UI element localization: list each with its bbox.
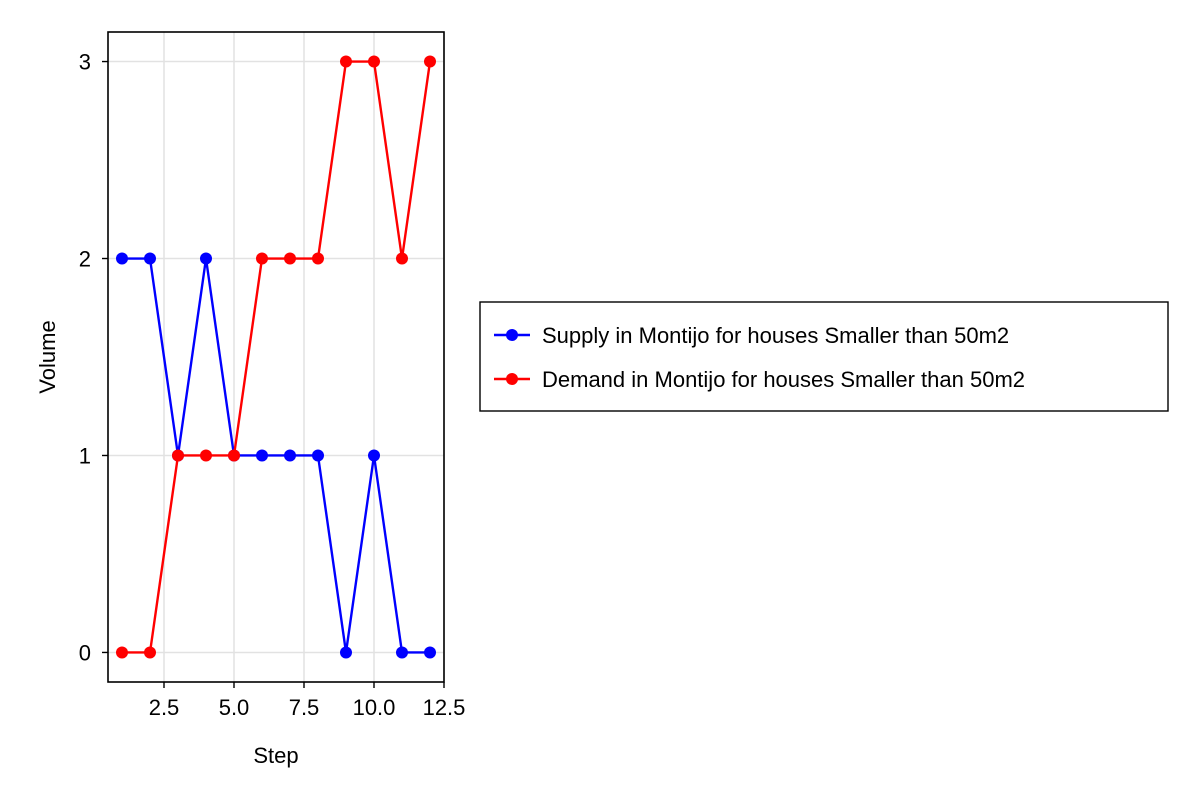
x-tick-label: 5.0 — [219, 695, 250, 720]
y-tick-label: 2 — [79, 247, 91, 272]
axis-ticks: 2.5 5.0 7.5 10.0 12.5 0 1 2 3 — [79, 50, 466, 720]
series-group — [116, 55, 436, 659]
data-point-demand — [368, 55, 380, 68]
data-point-demand — [144, 646, 156, 659]
series-line-supply — [122, 257, 430, 654]
data-point-demand — [172, 449, 184, 462]
data-point-demand — [340, 55, 352, 68]
x-tick-label: 7.5 — [289, 695, 320, 720]
data-point-demand — [312, 252, 324, 265]
y-tick-label: 0 — [79, 640, 91, 665]
legend-marker-supply — [506, 329, 518, 341]
data-point-supply — [368, 449, 380, 462]
grid — [108, 32, 445, 682]
plot-area — [107, 31, 445, 683]
data-point-supply — [256, 449, 268, 462]
data-point-demand — [116, 646, 128, 659]
y-axis-title: Volume — [35, 320, 60, 393]
legend-marker-demand — [506, 373, 518, 385]
series-demand — [116, 55, 436, 659]
x-tick-label: 2.5 — [149, 695, 180, 720]
y-tick-label: 3 — [79, 50, 91, 75]
series-line-demand — [122, 60, 432, 654]
data-point-supply — [424, 646, 436, 659]
x-tick-label: 10.0 — [353, 695, 396, 720]
data-point-supply — [284, 449, 296, 462]
data-point-supply — [144, 252, 156, 265]
data-point-demand — [424, 55, 436, 68]
data-point-supply — [312, 449, 324, 462]
data-point-demand — [284, 252, 296, 265]
legend: Supply in Montijo for houses Smaller tha… — [479, 301, 1169, 412]
data-point-supply — [340, 646, 352, 659]
data-point-supply — [200, 252, 212, 265]
data-point-demand — [228, 449, 240, 462]
data-point-supply — [116, 252, 128, 265]
y-tick-label: 1 — [79, 443, 91, 468]
legend-label-demand: Demand in Montijo for houses Smaller tha… — [542, 367, 1025, 392]
data-point-demand — [256, 252, 268, 265]
data-point-demand — [200, 449, 212, 462]
legend-label-supply: Supply in Montijo for houses Smaller tha… — [542, 323, 1009, 348]
data-point-demand — [396, 252, 408, 265]
legend-box — [479, 301, 1169, 412]
x-tick-label: 12.5 — [423, 695, 466, 720]
data-point-supply — [396, 646, 408, 659]
x-axis-title: Step — [253, 743, 298, 768]
